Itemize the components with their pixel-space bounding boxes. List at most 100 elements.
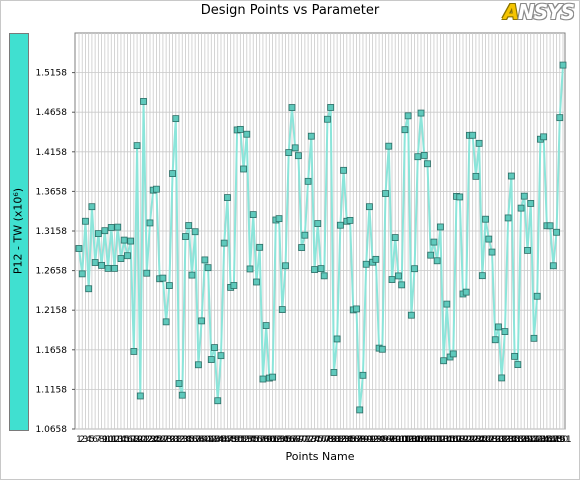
data-point: [198, 317, 206, 325]
x-tick-label: 134: [500, 435, 517, 445]
x-tick-label: 99: [389, 435, 401, 445]
x-tick-label: 79: [325, 435, 337, 445]
data-point: [498, 374, 506, 382]
data-point: [114, 223, 122, 231]
data-point: [530, 334, 538, 342]
data-point: [194, 361, 202, 369]
data-point: [317, 265, 325, 273]
x-tick-label: 21: [138, 435, 149, 445]
data-point: [501, 328, 509, 335]
data-point: [336, 221, 344, 229]
x-tick-label: 31: [170, 435, 181, 445]
x-tick-label: 29: [164, 435, 176, 445]
x-tick-label: 145: [535, 435, 552, 445]
x-tick-label: 32: [173, 435, 184, 445]
x-tick-label: 75: [312, 435, 323, 445]
x-tick-label: 103: [400, 435, 417, 445]
x-tick-label: 16: [122, 435, 134, 445]
x-tick-label: 20: [135, 435, 147, 445]
x-tick-label: 34: [180, 435, 192, 445]
x-tick-label: 95: [377, 435, 388, 445]
x-tick-label: 97: [383, 435, 394, 445]
x-tick-label: 117: [445, 435, 462, 445]
data-point: [440, 357, 448, 365]
data-point: [533, 292, 541, 300]
data-point: [433, 257, 441, 265]
y-tick-label: 1.3158: [36, 227, 68, 237]
data-point: [217, 352, 225, 360]
data-point: [324, 115, 331, 123]
data-point: [182, 233, 189, 240]
data-point: [153, 185, 160, 193]
data-point: [249, 211, 257, 219]
x-tick-label: 12: [109, 435, 120, 445]
data-point: [275, 215, 283, 223]
x-tick-label: 130: [487, 435, 504, 445]
x-tick-label: 93: [370, 435, 381, 445]
x-tick-label: 65: [280, 435, 291, 445]
data-point: [517, 204, 525, 212]
data-point: [404, 112, 412, 120]
data-point: [327, 104, 335, 111]
x-tick-label: 86: [348, 435, 360, 445]
data-point: [372, 255, 380, 263]
data-point: [456, 193, 464, 201]
x-tick-label: 129: [483, 435, 500, 445]
x-tick-label: 89: [357, 435, 369, 445]
x-tick-label: 50: [231, 435, 243, 445]
x-tick-label: 19: [131, 435, 143, 445]
x-tick-label: 109: [419, 435, 436, 445]
x-tick-label: 23: [144, 435, 155, 445]
x-tick-label: 127: [477, 435, 494, 445]
x-tick-label: 133: [496, 435, 513, 445]
x-tick-label: 104: [403, 435, 420, 445]
x-tick-label: 11: [106, 435, 117, 445]
x-tick-label: 55: [248, 435, 259, 445]
x-tick-label: 54: [244, 435, 256, 445]
x-tick-label: 81: [331, 435, 342, 445]
x-tick-label: 122: [461, 435, 478, 445]
x-tick-label: 60: [264, 435, 276, 445]
x-tick-label: 58: [257, 435, 269, 445]
x-tick-label: 131: [490, 435, 507, 445]
x-tick-label: 68: [289, 435, 301, 445]
x-tick-label: 139: [516, 435, 533, 445]
x-tick-label: 67: [286, 435, 297, 445]
x-tick-label: 71: [299, 435, 310, 445]
data-point: [353, 305, 360, 313]
x-tick-label: 35: [183, 435, 194, 445]
x-tick-label: 84: [341, 435, 353, 445]
x-tick-label: 92: [367, 435, 378, 445]
y-tick-label: 1.1158: [36, 385, 68, 395]
data-point: [333, 335, 341, 343]
x-tick-label: 40: [199, 435, 211, 445]
data-point: [401, 126, 409, 134]
data-point: [385, 142, 393, 150]
x-tick-label: 47: [222, 435, 233, 445]
data-point: [527, 200, 535, 207]
data-point: [101, 227, 109, 235]
series-markers: [75, 61, 567, 414]
x-tick-label: 14: [115, 435, 127, 445]
data-point: [417, 109, 425, 117]
data-point: [124, 252, 131, 260]
y-tick-label: 1.2158: [36, 306, 68, 316]
data-point: [424, 160, 431, 168]
x-tick-label: 25: [151, 435, 162, 445]
data-point: [427, 251, 435, 259]
x-tick-label: 110: [422, 435, 439, 445]
x-tick-label: 141: [522, 435, 539, 445]
data-point: [172, 115, 180, 123]
logo-text: NSYS: [517, 0, 575, 24]
data-point: [278, 306, 286, 313]
x-tick-label: 96: [380, 435, 392, 445]
x-tick-label: 26: [154, 435, 166, 445]
data-point: [478, 272, 486, 280]
x-tick-label: 22: [141, 435, 152, 445]
x-tick-label: 74: [309, 435, 321, 445]
x-tick-label: 102: [396, 435, 413, 445]
data-point: [495, 323, 502, 331]
x-tick-label: 45: [215, 435, 226, 445]
data-point: [104, 264, 112, 272]
y-tick-label: 1.3658: [36, 187, 68, 197]
